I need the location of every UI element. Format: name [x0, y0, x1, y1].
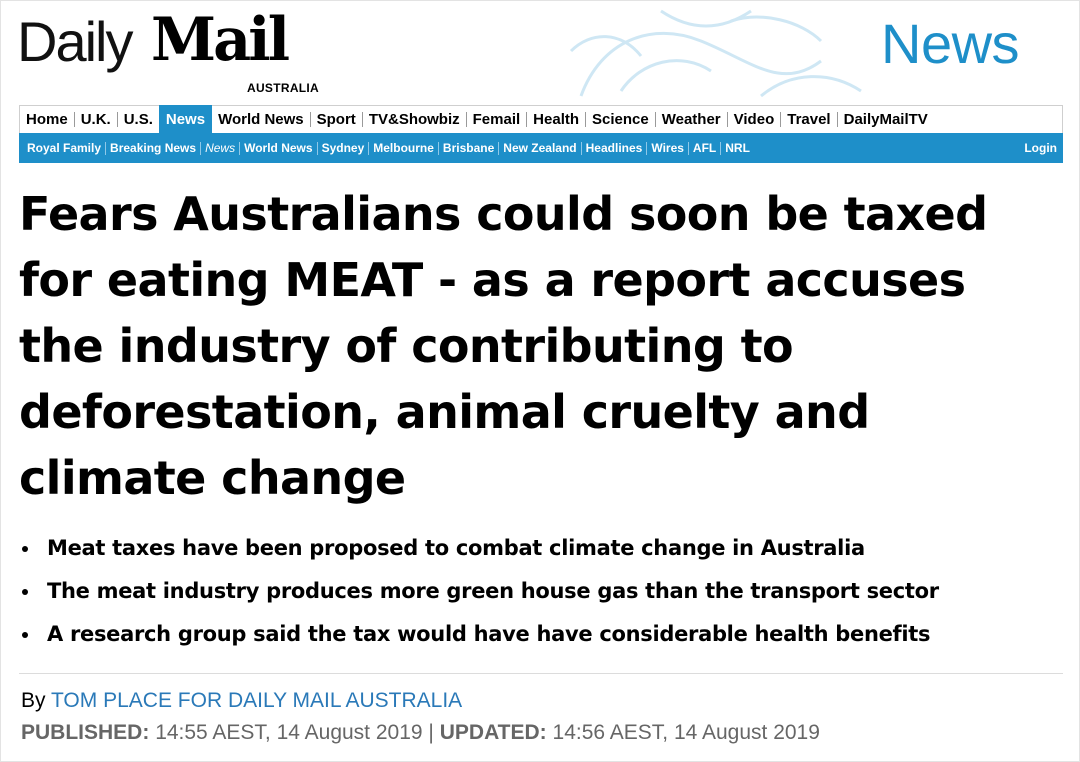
nav-separator: [309, 112, 311, 127]
nav-separator: [654, 112, 656, 127]
subnav-separator: [687, 141, 689, 155]
subnav-separator: [105, 141, 107, 155]
login-link[interactable]: Login: [1024, 141, 1057, 155]
subnav-item-nrl[interactable]: NRL: [725, 141, 750, 155]
summary-bullet: The meat industry produces more green ho…: [19, 570, 1059, 613]
nav-item-world-news[interactable]: World News: [218, 111, 304, 128]
nav-item-news[interactable]: News: [158, 105, 213, 133]
primary-nav: Home U.K. U.S. News World News Sport TV&Showbi…: [19, 105, 1063, 133]
nav-item-femail[interactable]: Femail: [472, 111, 521, 128]
nav-separator: [526, 112, 528, 127]
nav-item-travel[interactable]: Travel: [787, 111, 831, 128]
nav-separator: [780, 112, 782, 127]
nav-separator: [585, 112, 587, 127]
nav-item-science[interactable]: Science: [592, 111, 649, 128]
logo-daily[interactable]: Daily: [17, 10, 133, 73]
subnav-item-breaking-news[interactable]: Breaking News: [110, 141, 197, 155]
article-headline: Fears Australians could soon be taxed fo…: [19, 187, 988, 505]
edition-label: AUSTRALIA: [247, 81, 320, 95]
nav-item-video[interactable]: Video: [733, 111, 775, 128]
subnav-item-royal-family[interactable]: Royal Family: [27, 141, 102, 155]
subnav-item-new-zealand[interactable]: New Zealand: [503, 141, 577, 155]
bullet-dot-icon: [22, 632, 28, 638]
subnav-item-brisbane[interactable]: Brisbane: [442, 141, 495, 155]
summary-bullet-text: A research group said the tax would have…: [47, 622, 931, 646]
byline: By TOM PLACE FOR DAILY MAIL AUSTRALIA: [21, 687, 462, 715]
article-dates: PUBLISHED: 14:55 AEST, 14 August 2019 | …: [21, 719, 820, 747]
subnav-item-afl[interactable]: AFL: [692, 141, 717, 155]
date-separator: |: [428, 721, 434, 744]
article-summary-list: Meat taxes have been proposed to combat …: [19, 527, 1059, 656]
nav-separator: [73, 112, 75, 127]
nav-separator: [836, 112, 838, 127]
summary-bullet-text: The meat industry produces more green ho…: [47, 579, 939, 603]
subnav-item-sydney[interactable]: Sydney: [321, 141, 365, 155]
subnav-item-wires[interactable]: Wires: [651, 141, 684, 155]
nav-separator: [361, 112, 363, 127]
subnav-separator: [646, 141, 648, 155]
nav-separator: [465, 112, 467, 127]
subnav-separator: [368, 141, 370, 155]
subnav-separator: [437, 141, 439, 155]
published-date: 14:55 AEST, 14 August 2019: [155, 721, 423, 744]
nav-item-sport[interactable]: Sport: [316, 111, 356, 128]
masthead: Daily Mail AUSTRALIA News: [1, 1, 1079, 101]
subnav-item-world-news[interactable]: World News: [244, 141, 313, 155]
bullet-dot-icon: [22, 589, 28, 595]
subnav-separator: [239, 141, 241, 155]
subnav-separator: [200, 141, 202, 155]
updated-date: 14:56 AEST, 14 August 2019: [552, 721, 820, 744]
subnav-separator: [316, 141, 318, 155]
author-link[interactable]: TOM PLACE FOR DAILY MAIL AUSTRALIA: [50, 689, 463, 712]
nav-separator: [726, 112, 728, 127]
updated-label: UPDATED:: [439, 721, 547, 744]
nav-item-tvandshowbiz[interactable]: TV&Showbiz: [368, 111, 460, 128]
banner-decoration: [569, 9, 862, 98]
nav-item-u-k[interactable]: U.K.: [80, 111, 111, 128]
nav-item-dailymailtv[interactable]: DailyMailTV: [843, 111, 928, 128]
secondary-nav: Royal Family Breaking News News World News S…: [19, 133, 1063, 163]
subnav-item-melbourne[interactable]: Melbourne: [373, 141, 434, 155]
summary-bullet: Meat taxes have been proposed to combat …: [19, 527, 1059, 570]
subnav-separator: [580, 141, 582, 155]
subnav-item-headlines[interactable]: Headlines: [585, 141, 643, 155]
byline-prefix: By: [21, 689, 46, 712]
bullet-dot-icon: [22, 546, 28, 552]
logo-mail[interactable]: Mail: [151, 5, 290, 75]
nav-separator: [116, 112, 118, 127]
subnav-separator: [498, 141, 500, 155]
subnav-item-news[interactable]: News: [205, 141, 236, 155]
nav-item-home[interactable]: Home: [26, 111, 68, 128]
byline-divider: [19, 673, 1063, 674]
section-title: News: [881, 12, 1020, 75]
summary-bullet-text: Meat taxes have been proposed to combat …: [47, 536, 865, 560]
published-label: PUBLISHED:: [21, 721, 150, 744]
summary-bullet: A research group said the tax would have…: [19, 613, 1059, 656]
nav-item-u-s[interactable]: U.S.: [123, 111, 153, 128]
nav-item-health[interactable]: Health: [533, 111, 580, 128]
nav-item-weather[interactable]: Weather: [661, 111, 721, 128]
subnav-separator: [720, 141, 722, 155]
